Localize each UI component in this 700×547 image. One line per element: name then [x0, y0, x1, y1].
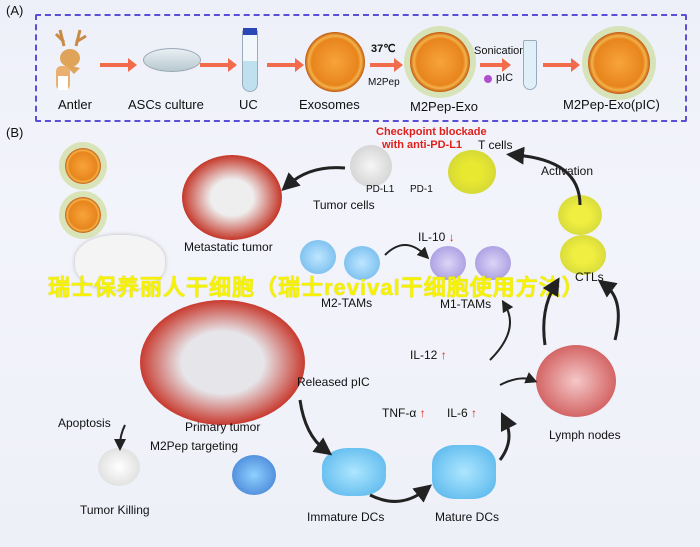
metastatic-tumor-icon: [182, 155, 282, 240]
arrow-cytokine-to-m1: [489, 299, 514, 361]
up-arrow-icon: ↑: [419, 406, 426, 420]
m1-tam-icon: [475, 246, 511, 280]
temperature-label: 37℃: [371, 43, 396, 55]
step-antler: Antler: [58, 97, 92, 112]
apoptotic-cell-icon: [98, 448, 140, 486]
flow-arrow: [267, 58, 304, 72]
panel-a-frame: [35, 14, 687, 122]
up-arrow-icon: ↑: [471, 406, 478, 420]
flow-arrow: [370, 58, 403, 72]
metastatic-tumor-label: Metastatic tumor: [184, 240, 273, 254]
t-cell-icon: [448, 150, 496, 194]
panel-a-label: (A): [6, 3, 24, 18]
arrow-tumor-to-metastasis: [281, 166, 346, 192]
step-exosomes: Exosomes: [299, 97, 360, 112]
m2pep-exo-pic-icon: [588, 32, 650, 94]
primary-tumor-label: Primary tumor: [185, 420, 261, 434]
up-arrow-icon: ↑: [440, 348, 447, 362]
tumor-cell-icon: [350, 145, 392, 187]
tnf-alpha-text: TNF-α: [382, 406, 417, 420]
flow-arrow: [200, 58, 237, 72]
immature-dcs-label: Immature DCs: [307, 510, 385, 524]
step-uc: UC: [239, 97, 258, 112]
watermark-text: 瑞士保养丽人干细胞（瑞士revival干细胞使用方法）: [48, 275, 585, 300]
ctl-cell-icon: [558, 195, 602, 235]
tnf-alpha-label: TNF-α ↑: [382, 406, 426, 420]
arrow-apoptosis: [114, 424, 127, 451]
t-cells-label: T cells: [478, 138, 513, 152]
mouse-icon: [75, 235, 165, 290]
peptide-label: M2Pep: [368, 77, 400, 88]
m2pep-exo-icon: [410, 32, 470, 92]
arrow-mature-up: [498, 411, 518, 461]
exosome-icon: [305, 32, 365, 92]
checkpoint-label-2: with anti-PD-L1: [382, 139, 463, 151]
m2pep-exo-pic-icon: [65, 197, 101, 233]
arrow-to-lymph: [499, 372, 538, 386]
step-ascs-culture: ASCs culture: [128, 97, 204, 112]
m2pep-exo-pic-icon: [65, 148, 101, 184]
lymph-node-icon: [536, 345, 616, 417]
checkpoint-label-1: Checkpoint blockade: [376, 126, 487, 138]
m1-tams-label: M1-TAMs: [440, 297, 492, 311]
apoptosis-label: Apoptosis: [58, 416, 111, 430]
flow-arrow: [480, 58, 511, 72]
flow-arrow: [100, 58, 137, 72]
pd-l1-label: PD-L1: [366, 184, 395, 195]
tumor-killing-label: Tumor Killing: [80, 503, 150, 517]
released-pic-label: Released pIC: [297, 375, 370, 389]
il-10-text: IL-10: [418, 230, 446, 244]
lymph-nodes-label: Lymph nodes: [549, 428, 621, 442]
arrow-m2-to-m1: [384, 244, 430, 260]
arrow-ctl-loop: [597, 279, 620, 341]
il-6-text: IL-6: [447, 406, 468, 420]
centrifuge-tube-icon: [242, 28, 258, 92]
culture-dish-icon: [143, 48, 201, 72]
m1-tam-icon: [430, 246, 466, 280]
primary-tumor-icon: [140, 300, 305, 425]
step-m2pep-exo: M2Pep-Exo: [410, 99, 478, 114]
down-arrow-icon: ↓: [448, 230, 455, 244]
pic-icon: [484, 75, 492, 83]
m2-tam-icon: [300, 240, 336, 274]
il-12-text: IL-12: [410, 348, 438, 362]
arrow-immature-to-mature: [369, 484, 433, 503]
mature-dcs-label: Mature DCs: [435, 510, 500, 524]
tube-icon: [523, 40, 537, 90]
m2-tams-label: M2-TAMs: [321, 296, 373, 310]
mature-dc-icon: [432, 445, 496, 499]
activation-label: Activation: [541, 164, 594, 178]
il-10-label: IL-10 ↓: [418, 230, 455, 244]
il-12-label: IL-12 ↑: [410, 348, 447, 362]
arrow-tumor-to-dc: [298, 399, 333, 456]
deer-icon: [50, 28, 94, 92]
m2pep-targeting-label: M2Pep targeting: [150, 439, 239, 453]
targeted-tam-icon: [232, 455, 276, 495]
flow-arrow: [543, 58, 580, 72]
tube-cap-icon: [243, 28, 257, 35]
tumor-cells-label: Tumor cells: [313, 198, 375, 212]
ctl-cell-icon: [560, 235, 606, 275]
sonication-label: Sonication: [474, 45, 526, 57]
immature-dc-icon: [322, 448, 386, 496]
ctls-label: CTLs: [575, 270, 604, 284]
il-6-label: IL-6 ↑: [447, 406, 477, 420]
panel-b-label: (B): [6, 125, 24, 140]
pic-label: pIC: [496, 72, 514, 84]
pd-1-label: PD-1: [410, 184, 433, 195]
step-m2pep-exo-pic: M2Pep-Exo(pIC): [563, 97, 660, 112]
m2-tam-icon: [344, 246, 380, 280]
